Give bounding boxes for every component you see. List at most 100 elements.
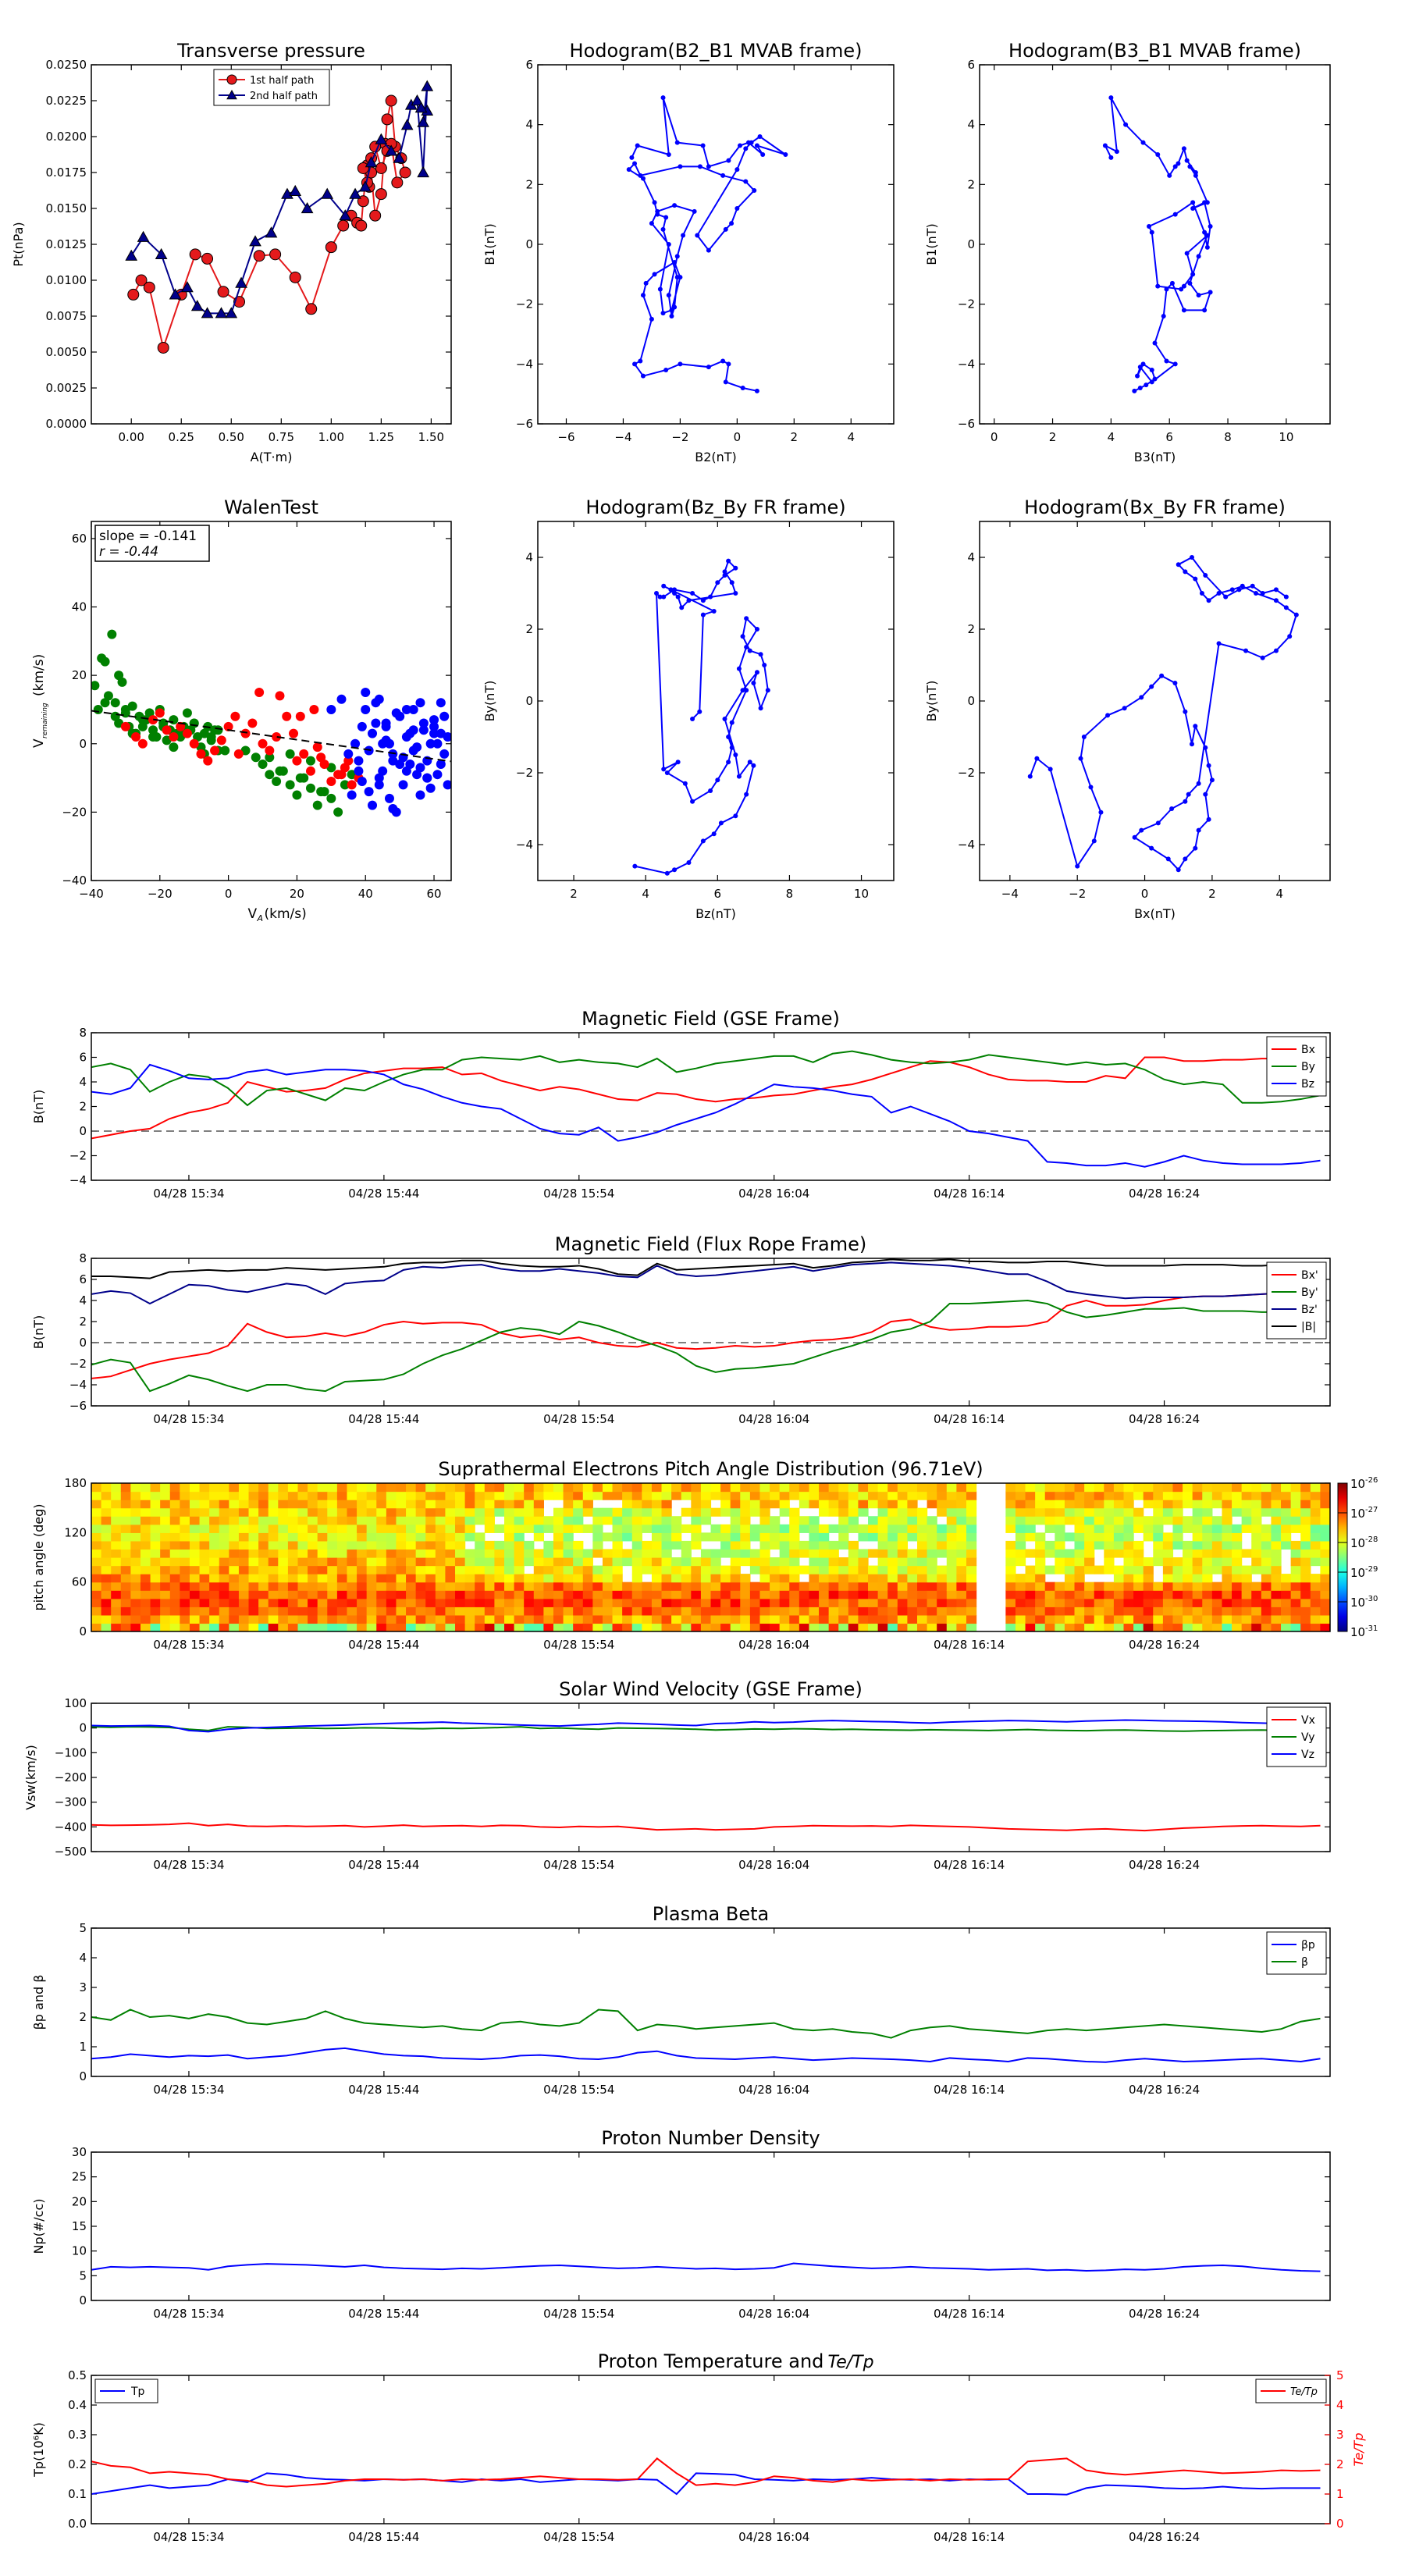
heatmap-cell (1162, 1565, 1174, 1574)
heatmap-cell (1183, 1623, 1193, 1631)
heatmap-cell (120, 1614, 131, 1624)
heatmap-cell (573, 1582, 584, 1591)
heatmap-cell (464, 1483, 475, 1493)
heatmap-cell (150, 1606, 161, 1616)
heatmap-cell (150, 1557, 161, 1567)
heatmap-cell (897, 1500, 909, 1509)
heatmap-cell (180, 1590, 190, 1599)
heatmap-cell (169, 1557, 180, 1567)
heatmap-cell (661, 1483, 672, 1493)
heatmap-cell (278, 1549, 289, 1558)
heatmap-cell (111, 1524, 122, 1533)
heatmap-cell (278, 1590, 289, 1599)
heatmap-cell (602, 1557, 614, 1567)
heatmap-cell (1074, 1483, 1085, 1493)
data-point (443, 780, 451, 790)
heatmap-cell (828, 1565, 839, 1574)
heatmap-cell (278, 1532, 289, 1542)
heatmap-cell (484, 1606, 496, 1616)
heatmap-cell (917, 1532, 928, 1542)
y-tick-label: 60 (72, 1575, 87, 1589)
heatmap-cell (612, 1557, 623, 1567)
heatmap-cell (278, 1483, 289, 1493)
data-point (649, 316, 654, 322)
heatmap-cell (642, 1500, 653, 1509)
heatmap-cell (111, 1516, 122, 1525)
heatmap-cell (553, 1557, 564, 1567)
heatmap-cell (789, 1590, 800, 1599)
heatmap-cell (494, 1574, 505, 1583)
heatmap-cell (524, 1623, 535, 1631)
heatmap-cell (1074, 1540, 1085, 1550)
heatmap-cell (681, 1598, 692, 1607)
heatmap-cell (445, 1540, 456, 1550)
heatmap-cell (553, 1565, 564, 1574)
heatmap-cell (582, 1491, 593, 1500)
heatmap-cell (858, 1500, 869, 1509)
heatmap-cell (425, 1483, 436, 1493)
heatmap-cell (573, 1507, 584, 1517)
heatmap-cell (770, 1516, 781, 1525)
heatmap-cell (661, 1614, 672, 1624)
data-point (1208, 224, 1213, 229)
data-point (137, 230, 150, 242)
heatmap-cell (966, 1606, 977, 1616)
heatmap-cell (838, 1606, 849, 1616)
heatmap-cell (101, 1507, 112, 1517)
heatmap-cell (779, 1582, 790, 1591)
heatmap-cell (455, 1491, 466, 1500)
data-point (708, 788, 713, 793)
heatmap-cell (150, 1532, 161, 1542)
heatmap-cell (396, 1582, 407, 1591)
x-tick-label: 2 (1049, 430, 1057, 444)
heatmap-cell (160, 1491, 171, 1500)
heatmap-cell (681, 1590, 692, 1599)
heatmap-cell (661, 1516, 672, 1525)
heatmap-cell (1320, 1582, 1330, 1591)
heatmap-cell (101, 1540, 112, 1550)
heatmap-cell (1310, 1483, 1321, 1493)
heatmap-cell (661, 1598, 672, 1607)
heatmap-cell (1123, 1507, 1134, 1517)
heatmap-cell (907, 1500, 918, 1509)
data-point (674, 254, 680, 259)
data-point (1164, 358, 1169, 364)
data-point (723, 226, 728, 232)
heatmap-cell (730, 1598, 741, 1607)
heatmap-cell (897, 1623, 909, 1631)
data-point (359, 180, 372, 192)
x-tick-label: 10 (1279, 430, 1293, 444)
heatmap-cell (1005, 1598, 1016, 1607)
heatmap-cell (612, 1614, 623, 1624)
heatmap-cell (642, 1491, 653, 1500)
heatmap-cell (779, 1549, 790, 1558)
colorbar-tick-exp: -31 (1365, 1624, 1378, 1633)
heatmap-cell (278, 1598, 289, 1607)
data-point (1243, 648, 1249, 653)
heatmap-cell (524, 1516, 535, 1525)
heatmap-cell (278, 1524, 289, 1533)
chart-title: Magnetic Field (Flux Rope Frame) (555, 1233, 866, 1255)
legend-label: βp (1301, 1939, 1315, 1952)
heatmap-cell (553, 1623, 564, 1631)
heatmap-cell (799, 1549, 810, 1558)
heatmap-cell (917, 1582, 928, 1591)
heatmap-cell (219, 1598, 229, 1607)
heatmap-cell (887, 1565, 898, 1574)
heatmap-cell (140, 1565, 151, 1574)
heatmap-cell (563, 1491, 574, 1500)
heatmap-cell (710, 1614, 721, 1624)
heatmap-cell (1094, 1532, 1104, 1542)
heatmap-cell (199, 1491, 210, 1500)
heatmap-cell (1055, 1549, 1065, 1558)
heatmap-cell (1183, 1606, 1193, 1616)
heatmap-cell (248, 1565, 259, 1574)
heatmap-cell (1143, 1483, 1154, 1493)
heatmap-cell (386, 1574, 397, 1583)
x-axis-label: Bx(nT) (1134, 906, 1176, 921)
heatmap-cell (868, 1565, 879, 1574)
heatmap-cell (268, 1557, 279, 1567)
heatmap-cell (1094, 1491, 1104, 1500)
y-tick-label: 2 (967, 622, 975, 636)
x-tick-label: 0 (225, 887, 233, 901)
